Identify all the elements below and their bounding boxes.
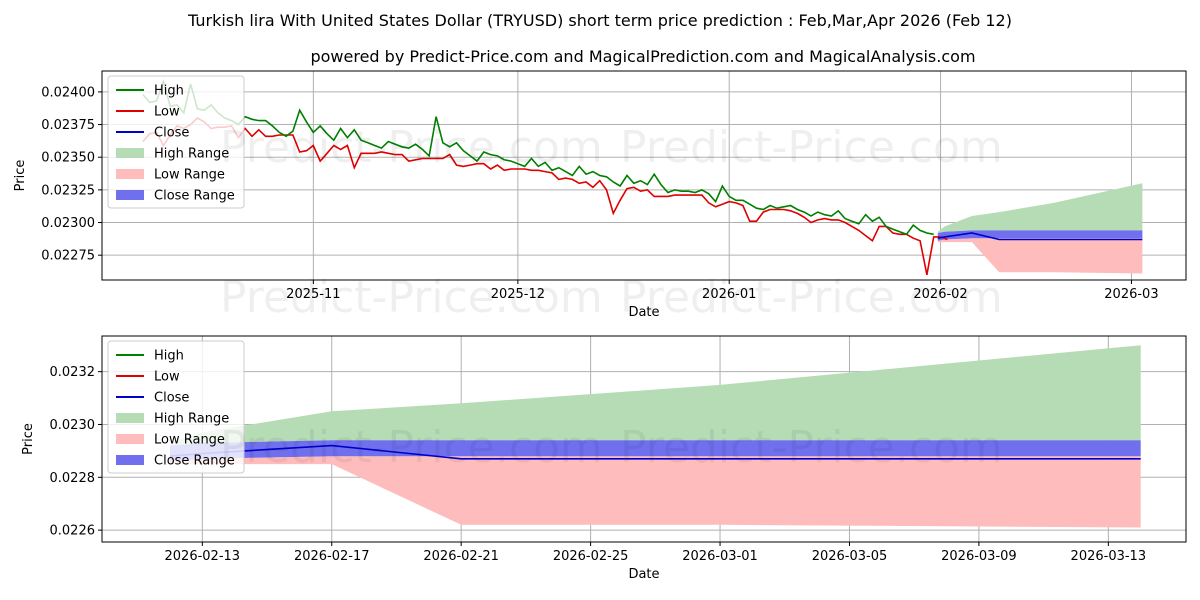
y-axis-label: Price [21, 423, 36, 455]
x-axis-label: Date [628, 305, 659, 320]
x-tick-label: 2026-03-13 [1071, 549, 1147, 564]
plot-area [169, 345, 1141, 528]
legend-label: Close [154, 126, 189, 141]
figure-subtitle: powered by Predict-Price.com and Magical… [310, 47, 975, 66]
watermark-5: Predict-Price.com [220, 422, 603, 473]
x-tick-label: 2026-02-17 [294, 549, 370, 564]
legend-label: Close Range [154, 189, 235, 204]
y-tick-label: 0.0232 [50, 365, 96, 380]
x-axis-label: Date [628, 567, 659, 582]
legend-label: High Range [154, 412, 229, 427]
legend-swatch [116, 190, 144, 200]
watermark-6: Predict-Price.com [620, 422, 1003, 473]
watermark-2: Predict-Price.com [620, 122, 1003, 173]
watermark-1: Predict-Price.com [220, 122, 603, 173]
legend-label: Low Range [154, 433, 225, 448]
x-tick-label: 2026-02-25 [553, 549, 629, 564]
watermark-3: Predict-Price.com [220, 272, 603, 323]
y-tick-label: 0.02300 [41, 216, 95, 231]
x-tick-label: 2025-11 [286, 287, 340, 302]
x-tick-label: 2026-01 [702, 287, 756, 302]
forecast-zoom-chart: 2026-02-13 2026-02-17 2026-02-21 2026-02-25… [21, 335, 1187, 582]
legend-label: Low [154, 370, 180, 385]
y-tick-label: 0.0228 [50, 471, 96, 486]
legend-swatch [116, 434, 144, 444]
y-tick-label: 0.0226 [50, 524, 96, 539]
high-series-line [142, 78, 934, 236]
plot-area [142, 78, 1143, 275]
legend-swatch [116, 455, 144, 465]
axes-frame [101, 70, 1187, 281]
low-series-line [142, 117, 948, 275]
legend: High Low Close High Range Low Range Close Ran… [107, 340, 245, 474]
watermarks: Predict-Price.com Predict-Price.com Pred… [220, 122, 1003, 473]
y-tick-label: 0.02275 [41, 249, 95, 264]
legend-label: Low [154, 105, 180, 120]
low-range-band [170, 456, 1141, 528]
x-tick-label: 2026-03-01 [682, 549, 758, 564]
y-axis-label: Price [13, 160, 28, 192]
legend-swatch [116, 413, 144, 423]
y-tick-label: 0.0230 [50, 418, 96, 433]
y-tick-label: 0.02325 [41, 183, 95, 198]
close-range-band [170, 440, 1141, 462]
legend: High Low Close High Range Low Range Close Ran… [107, 75, 245, 209]
watermark-4: Predict-Price.com [620, 272, 1003, 323]
axes-frame [101, 335, 1187, 543]
close-range-band [937, 230, 1143, 241]
y-tick-label: 0.02375 [41, 118, 95, 133]
x-tick-label: 2025-12 [491, 287, 545, 302]
low-range-band [937, 238, 1143, 274]
legend-label: High [154, 349, 184, 364]
legend-swatch [116, 169, 144, 179]
figure-title: Turkish lira With United States Dollar (… [187, 11, 1012, 30]
x-tick-label: 2026-02-13 [165, 549, 241, 564]
legend-label: Low Range [154, 168, 225, 183]
high-range-band [170, 345, 1141, 446]
x-tick-label: 2026-02 [913, 287, 967, 302]
x-tick-label: 2026-03 [1104, 287, 1158, 302]
y-tick-label: 0.02400 [41, 85, 95, 100]
x-tick-label: 2026-03-09 [941, 549, 1017, 564]
close-series-line [937, 232, 1143, 241]
main-history-chart: 2025-11 2025-12 2026-01 2026-02 2026-03 0.022… [13, 70, 1187, 320]
x-tick-label: 2026-03-05 [812, 549, 888, 564]
legend-swatch [116, 148, 144, 158]
legend-label: High Range [154, 147, 229, 162]
legend-label: Close Range [154, 454, 235, 469]
legend-label: Close [154, 391, 189, 406]
legend-label: High [154, 84, 184, 99]
grid [102, 71, 1186, 280]
x-tick-label: 2026-02-21 [423, 549, 499, 564]
high-range-band [937, 183, 1143, 233]
y-tick-label: 0.02350 [41, 151, 95, 166]
